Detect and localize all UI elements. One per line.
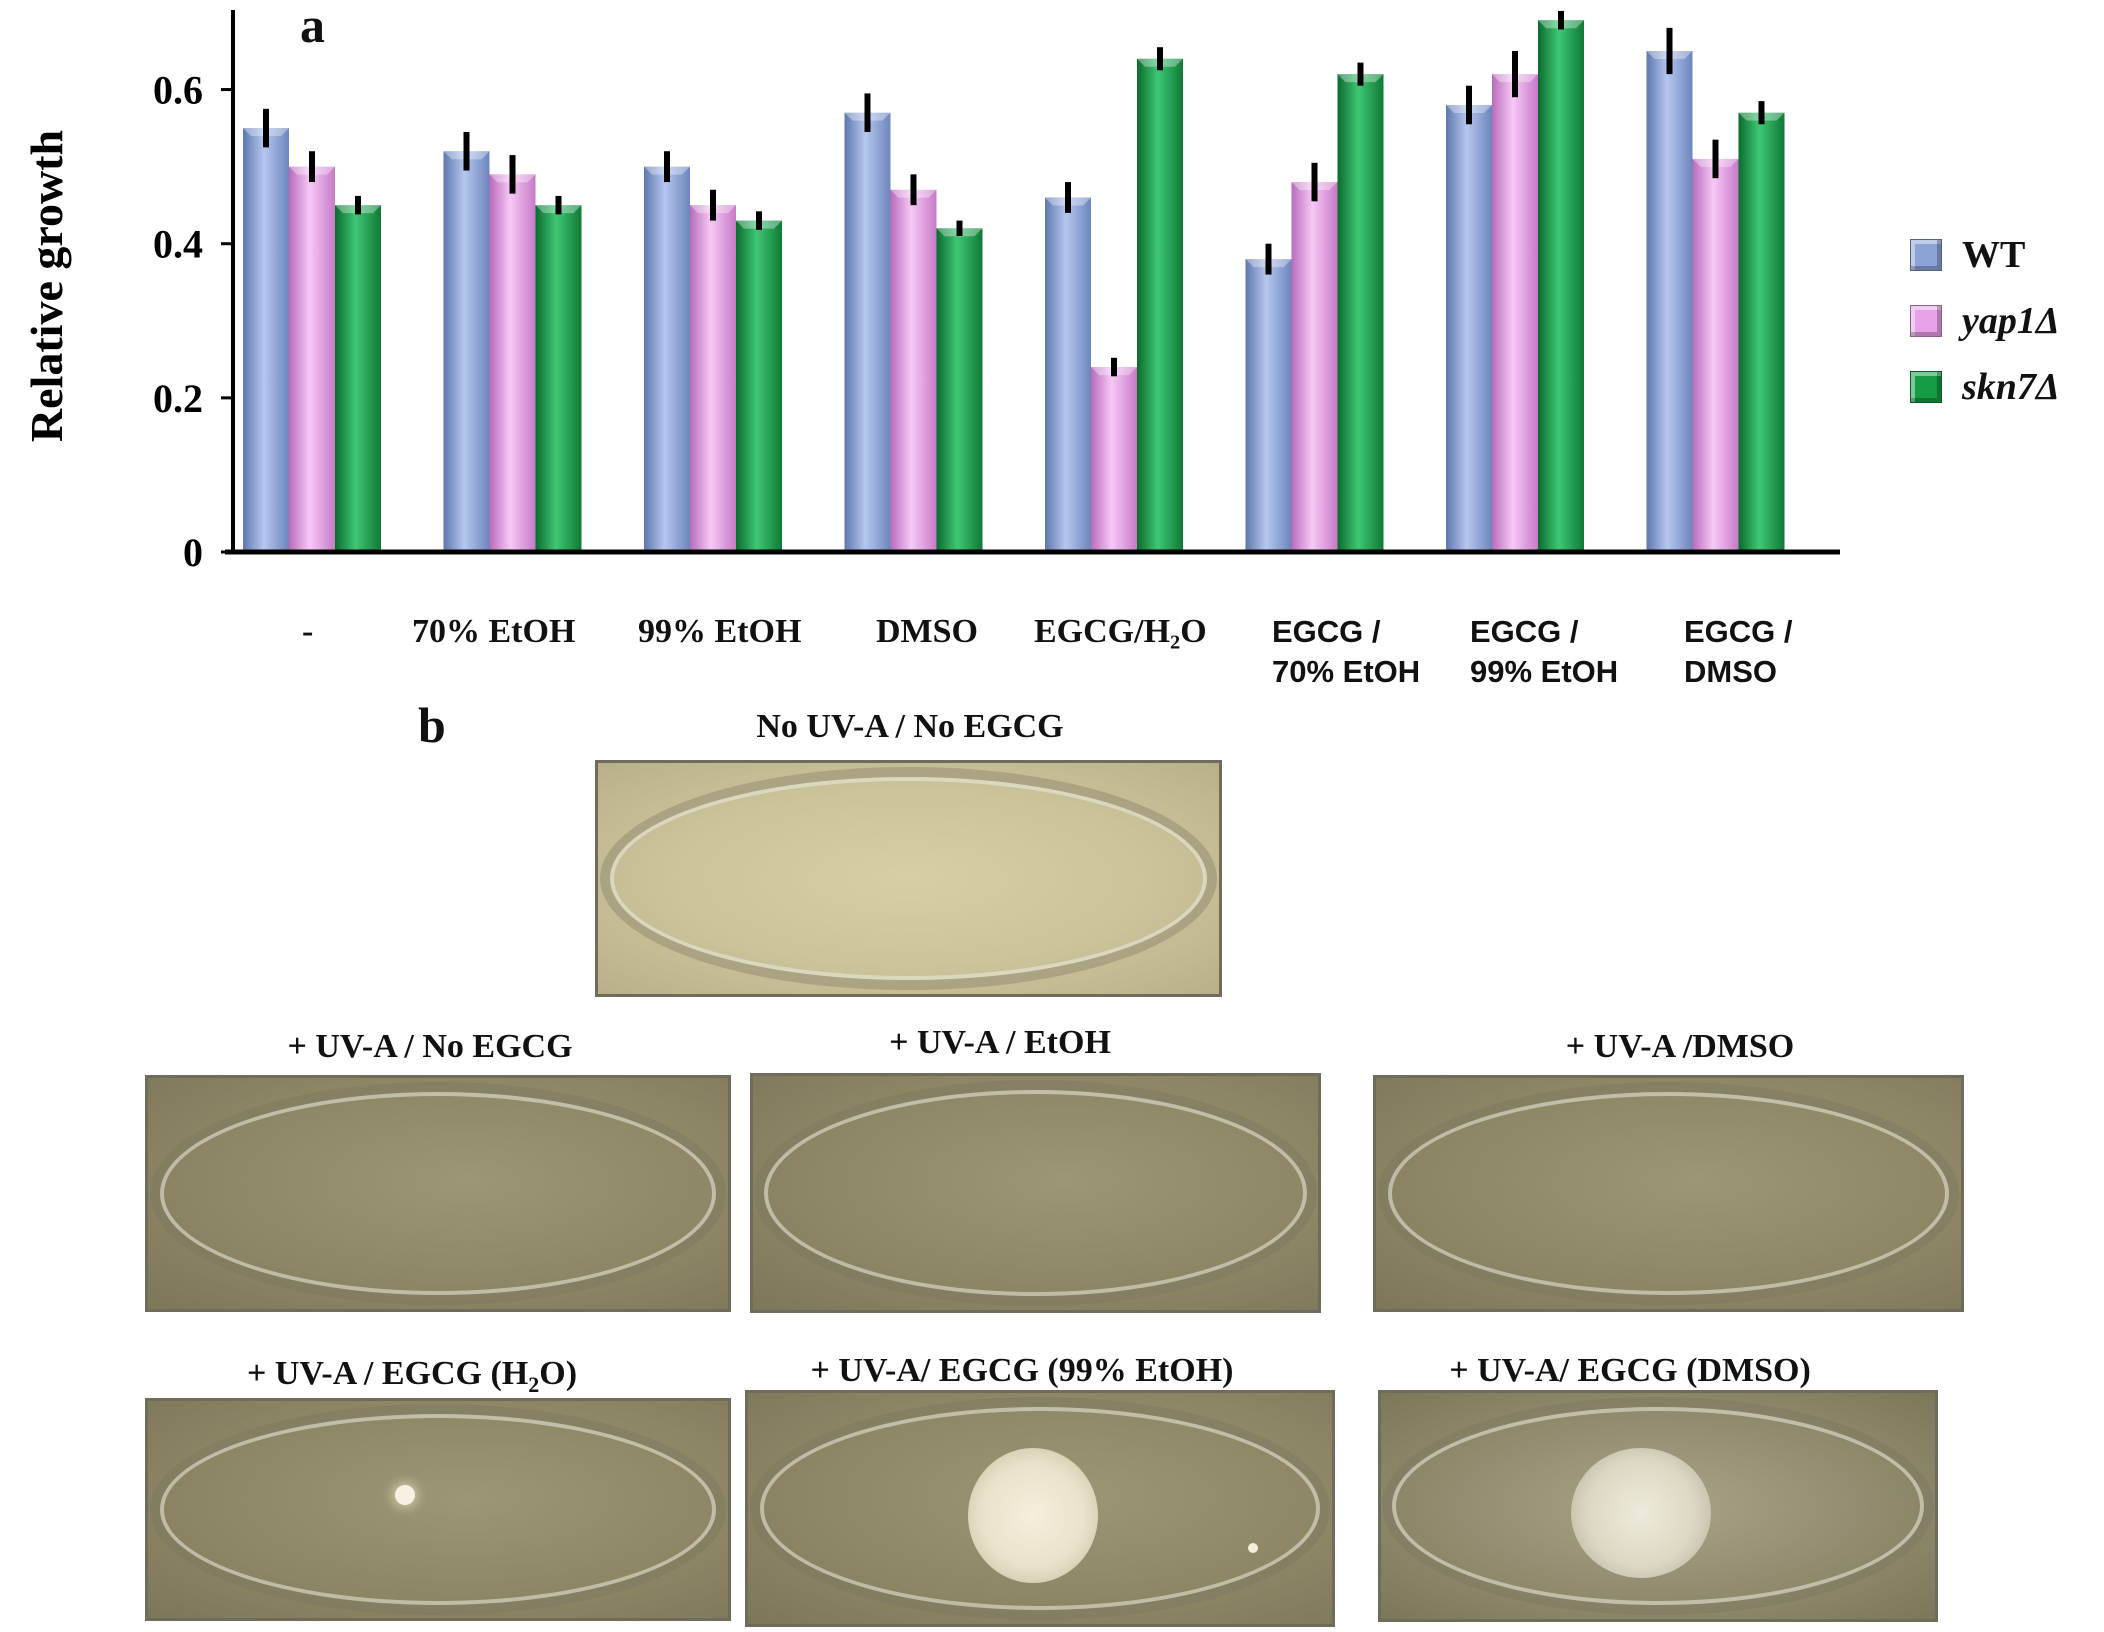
plate-uva-dmso bbox=[1373, 1075, 1964, 1312]
bar-wt-2 bbox=[644, 166, 690, 552]
bar-wt-7 bbox=[1646, 51, 1693, 553]
plate-title-uva-egcg-h2o-pre: + UV-A / EGCG (H bbox=[246, 1355, 529, 1392]
legend-swatch-wt bbox=[1910, 239, 1942, 271]
plate-uva-no-egcg bbox=[145, 1075, 731, 1312]
x-category-label-line: 70% EtOH bbox=[412, 613, 576, 650]
legend-item-wt: WT bbox=[1910, 222, 2060, 288]
bar-yap1-6 bbox=[1492, 74, 1538, 552]
bar-wt-1 bbox=[443, 151, 490, 553]
y-tick-label-2: 0.4 bbox=[153, 222, 203, 267]
x-category-label-line: EGCG / bbox=[1684, 614, 1793, 649]
bar-chart: 0 0.2 0.4 0.6 Relative growth bbox=[21, 10, 1840, 575]
x-category-label-1: 70% EtOH bbox=[412, 610, 575, 654]
bar-skn7-7 bbox=[1738, 112, 1785, 552]
bar-yap1-5 bbox=[1291, 182, 1338, 552]
x-category-label-3: DMSO bbox=[876, 610, 978, 654]
plate-title-uva-etoh: + UV-A / EtOH bbox=[889, 1024, 1111, 1061]
legend-swatch-skn7 bbox=[1910, 371, 1942, 403]
plate-uva-egcg-h2o bbox=[145, 1398, 731, 1621]
plate-title-uva-egcg-h2o: + UV-A / EGCG (H2O) bbox=[247, 1355, 577, 1398]
x-category-label-line: DMSO bbox=[876, 613, 978, 650]
y-axis-label: Relative growth bbox=[21, 130, 72, 442]
bar-wt-0 bbox=[243, 128, 289, 552]
legend-item-yap1: yap1Δ bbox=[1910, 288, 2060, 354]
legend-label-yap1: yap1Δ bbox=[1962, 300, 2060, 342]
plate-title-uva-egcg-dmso: + UV-A/ EGCG (DMSO) bbox=[1449, 1352, 1811, 1389]
x-category-label-line: 99% EtOH bbox=[638, 613, 802, 650]
plate-title-uva-egcg-h2o-sub: 2 bbox=[528, 1371, 540, 1397]
plate-uva-egcg-dmso bbox=[1378, 1390, 1938, 1622]
x-category-label-line: 99% EtOH bbox=[1470, 654, 1619, 690]
colony-single bbox=[395, 1485, 415, 1505]
x-category-label-line: - bbox=[302, 613, 314, 650]
bar-skn7-4 bbox=[1137, 58, 1183, 553]
bar-wt-3 bbox=[844, 112, 891, 552]
plate-uva-etoh bbox=[750, 1073, 1321, 1313]
plate-title-uva-dmso: + UV-A /DMSO bbox=[1565, 1028, 1795, 1065]
bar-skn7-5 bbox=[1337, 74, 1384, 552]
bar-yap1-0 bbox=[289, 166, 335, 552]
legend-swatch-yap1 bbox=[1910, 305, 1942, 337]
plate-title-no-uva-no-egcg: No UV-A / No EGCG bbox=[756, 708, 1064, 745]
bar-yap1-3 bbox=[890, 189, 937, 553]
x-category-label-line: EGCG/H₂O bbox=[1034, 613, 1207, 650]
plate-title-uva-egcg-etoh: + UV-A/ EGCG (99% EtOH) bbox=[810, 1352, 1234, 1389]
bar-wt-6 bbox=[1446, 104, 1492, 553]
y-tick-label-0: 0 bbox=[183, 530, 203, 575]
panel-a-letter: a bbox=[300, 0, 325, 53]
x-category-label-line: EGCG / bbox=[1272, 614, 1381, 649]
plate-title-uva-egcg-h2o-post: O) bbox=[539, 1355, 578, 1392]
x-category-label-5: EGCG / 70% EtOH bbox=[1272, 612, 1420, 693]
x-category-label-6: EGCG / 99% EtOH bbox=[1470, 612, 1618, 693]
x-category-label-line: DMSO bbox=[1684, 654, 1777, 690]
x-category-label-7: EGCG / DMSO bbox=[1684, 612, 1793, 693]
y-tick-label-1: 0.2 bbox=[153, 376, 203, 421]
colony-spot-dmso bbox=[1571, 1448, 1711, 1578]
colony-spot-etoh bbox=[968, 1448, 1098, 1583]
plate-title-uva-no-egcg: + UV-A / No EGCG bbox=[287, 1028, 573, 1065]
chart-legend: WT yap1Δ skn7Δ bbox=[1910, 222, 2060, 420]
bar-skn7-6 bbox=[1538, 20, 1584, 552]
colony-small-etoh bbox=[1248, 1543, 1258, 1553]
bar-yap1-4 bbox=[1091, 367, 1137, 552]
x-category-label-0: - bbox=[302, 610, 313, 654]
plate-uva-egcg-etoh bbox=[745, 1390, 1335, 1627]
bar-wt-5 bbox=[1245, 259, 1292, 552]
y-tick-label-3: 0.6 bbox=[153, 68, 203, 113]
bar-yap1-1 bbox=[489, 174, 536, 552]
x-category-label-line: EGCG / bbox=[1470, 614, 1579, 649]
x-category-label-line: 70% EtOH bbox=[1272, 654, 1421, 690]
legend-label-skn7: skn7Δ bbox=[1962, 366, 2060, 408]
bar-skn7-1 bbox=[535, 205, 582, 552]
legend-label-wt: WT bbox=[1962, 234, 2026, 276]
bar-skn7-0 bbox=[335, 205, 381, 552]
x-category-label-2: 99% EtOH bbox=[638, 610, 801, 654]
bar-wt-4 bbox=[1045, 197, 1091, 552]
bar-yap1-7 bbox=[1692, 158, 1739, 552]
x-category-label-4: EGCG/H₂O bbox=[1034, 610, 1207, 654]
plate-no-uva-no-egcg bbox=[595, 760, 1222, 997]
legend-item-skn7: skn7Δ bbox=[1910, 354, 2060, 420]
panel-b-letter: b bbox=[418, 697, 446, 753]
bar-skn7-2 bbox=[736, 220, 782, 552]
bar-yap1-2 bbox=[690, 205, 736, 552]
bar-skn7-3 bbox=[936, 228, 983, 553]
